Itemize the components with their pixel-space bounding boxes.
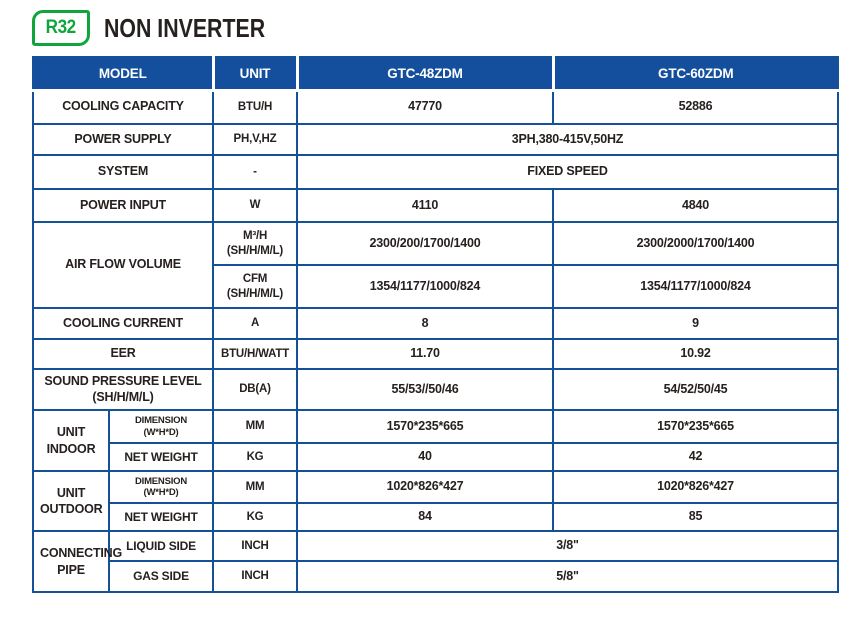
table-row: GAS SIDE INCH 5/8" — [33, 560, 839, 593]
column-header-model: MODEL — [33, 57, 215, 92]
unit-air-flow-m3h-line2: (SH/H/M/L) — [226, 244, 284, 257]
table-row: AIR FLOW VOLUME M³/H (SH/H/M/L) 2300/200… — [32, 221, 839, 309]
unit-indoor-net-weight: KG — [212, 442, 298, 472]
table-row: NET WEIGHT KG 84 85 — [33, 502, 839, 532]
unit-liquid-side: INCH — [212, 530, 298, 562]
table-row: COOLING CURRENT A 8 9 — [32, 307, 839, 340]
table-row: POWER SUPPLY PH,V,HZ 3PH,380-415V,50HZ — [32, 123, 839, 156]
group-label-connecting-pipe: CONNECTING PIPE — [32, 530, 122, 593]
sub-label-outdoor-net-weight: NET WEIGHT — [108, 502, 214, 532]
sub-label-indoor-dimension-line1: DIMENSION — [134, 415, 188, 427]
sub-label-outdoor-dimension-line2: (W*H*D) — [143, 487, 179, 498]
table-row: POWER INPUT W 4110 4840 — [32, 188, 839, 223]
value-eer-gtc48: 11.70 — [296, 338, 554, 370]
table-row: CONNECTING PIPE LIQUID SIDE INCH 3/8" — [32, 530, 839, 593]
value-indoor-dimension-gtc48: 1570*235*665 — [296, 409, 554, 444]
unit-air-flow-cfm-line2: (SH/H/M/L) — [226, 287, 284, 300]
row-label-system: SYSTEM — [32, 154, 214, 190]
row-label-power-input: POWER INPUT — [32, 188, 214, 223]
row-label-sound-pressure-line2: (SH/H/M/L) — [92, 389, 154, 404]
value-cooling-current-gtc48: 8 — [296, 307, 554, 340]
page-title: NON INVERTER — [104, 12, 266, 43]
table-header-row: MODEL UNIT GTC-48ZDM GTC-60ZDM — [33, 57, 838, 92]
unit-indoor-dimension: MM — [212, 409, 298, 444]
unit-air-flow-cfm-line1: CFM — [242, 273, 268, 286]
unit-air-flow-m3h: M³/H (SH/H/M/L) — [212, 221, 298, 266]
table-row: SYSTEM - FIXED SPEED — [32, 154, 839, 190]
value-outdoor-net-weight-gtc48: 84 — [296, 502, 554, 532]
value-sound-pressure-gtc60: 54/52/50/45 — [552, 368, 839, 411]
value-power-supply: 3PH,380-415V,50HZ — [296, 123, 839, 156]
value-air-flow-m3h-gtc60: 2300/2000/1700/1400 — [552, 221, 839, 266]
spec-table: MODEL UNIT GTC-48ZDM GTC-60ZDM COOLING C… — [32, 56, 839, 593]
unit-cooling-current: A — [212, 307, 298, 340]
table-row: CFM (SH/H/M/L) 1354/1177/1000/824 1354/1… — [33, 264, 839, 309]
unit-power-supply: PH,V,HZ — [212, 123, 298, 156]
column-header-gtc-48zdm: GTC-48ZDM — [297, 57, 555, 92]
sub-label-indoor-dimension: DIMENSION (W*H*D) — [108, 409, 214, 444]
unit-cooling-capacity: BTU/H — [212, 89, 298, 125]
table-row: NET WEIGHT KG 40 42 — [33, 442, 839, 472]
value-sound-pressure-gtc48: 55/53//50/46 — [296, 368, 554, 411]
value-air-flow-cfm-gtc60: 1354/1177/1000/824 — [552, 264, 839, 309]
column-header-gtc-60zdm: GTC-60ZDM — [553, 57, 838, 92]
row-label-sound-pressure-line1: SOUND PRESSURE LEVEL — [44, 373, 202, 388]
table-row: COOLING CAPACITY BTU/H 47770 52886 — [32, 89, 839, 125]
row-label-sound-pressure: SOUND PRESSURE LEVEL (SH/H/M/L) — [32, 368, 214, 411]
unit-system: - — [212, 154, 298, 190]
row-label-air-flow-volume: AIR FLOW VOLUME — [32, 221, 214, 309]
row-label-cooling-current: COOLING CURRENT — [32, 307, 214, 340]
unit-air-flow-cfm: CFM (SH/H/M/L) — [212, 264, 298, 309]
value-outdoor-dimension-gtc60: 1020*826*427 — [552, 470, 839, 504]
row-label-cooling-capacity: COOLING CAPACITY — [32, 89, 214, 125]
value-cooling-capacity-gtc60: 52886 — [552, 89, 839, 125]
r32-badge-label: R32 — [45, 17, 77, 38]
value-air-flow-cfm-gtc48: 1354/1177/1000/824 — [296, 264, 554, 309]
value-indoor-dimension-gtc60: 1570*235*665 — [552, 409, 839, 444]
unit-eer: BTU/H/WATT — [212, 338, 298, 370]
sub-label-gas-side: GAS SIDE — [108, 560, 214, 593]
column-header-unit: UNIT — [213, 57, 299, 92]
unit-sound-pressure: DB(A) — [212, 368, 298, 411]
value-outdoor-dimension-gtc48: 1020*826*427 — [296, 470, 554, 504]
value-indoor-net-weight-gtc48: 40 — [296, 442, 554, 472]
value-power-input-gtc48: 4110 — [296, 188, 554, 223]
sub-label-indoor-net-weight: NET WEIGHT — [108, 442, 214, 472]
table-row: SOUND PRESSURE LEVEL (SH/H/M/L) DB(A) 55… — [32, 368, 839, 411]
value-cooling-capacity-gtc48: 47770 — [296, 89, 554, 125]
unit-air-flow-m3h-line1: M³/H — [242, 230, 268, 243]
value-eer-gtc60: 10.92 — [552, 338, 839, 370]
r32-refrigerant-icon: R32 — [32, 10, 90, 46]
group-label-unit-outdoor: UNIT OUTDOOR — [32, 470, 110, 532]
sub-label-outdoor-dimension-line1: DIMENSION — [134, 475, 188, 487]
value-power-input-gtc60: 4840 — [552, 188, 839, 223]
table-row: EER BTU/H/WATT 11.70 10.92 — [32, 338, 839, 370]
value-air-flow-m3h-gtc48: 2300/200/1700/1400 — [296, 221, 554, 266]
value-system: FIXED SPEED — [296, 154, 839, 190]
unit-outdoor-dimension: MM — [212, 470, 298, 504]
sub-label-liquid-side: LIQUID SIDE — [108, 530, 214, 562]
table-row: UNIT INDOOR DIMENSION (W*H*D) MM 1570*23… — [32, 409, 839, 472]
title-bar: R32 NON INVERTER — [32, 8, 856, 48]
page: R32 NON INVERTER MODEL UNIT GTC-48ZDM GT… — [32, 8, 856, 593]
table-row: UNIT OUTDOOR DIMENSION (W*H*D) MM 1020*8… — [32, 470, 839, 532]
value-indoor-net-weight-gtc60: 42 — [552, 442, 839, 472]
value-cooling-current-gtc60: 9 — [552, 307, 839, 340]
row-label-eer: EER — [32, 338, 214, 370]
sub-label-indoor-dimension-line2: (W*H*D) — [143, 426, 179, 438]
sub-label-outdoor-dimension: DIMENSION (W*H*D) — [108, 470, 214, 504]
unit-power-input: W — [212, 188, 298, 223]
value-liquid-side: 3/8" — [296, 530, 839, 562]
unit-outdoor-net-weight: KG — [212, 502, 298, 532]
row-label-power-supply: POWER SUPPLY — [32, 123, 214, 156]
value-outdoor-net-weight-gtc60: 85 — [552, 502, 839, 532]
group-label-unit-indoor: UNIT INDOOR — [32, 409, 110, 472]
value-gas-side: 5/8" — [296, 560, 839, 593]
unit-gas-side: INCH — [212, 560, 298, 593]
